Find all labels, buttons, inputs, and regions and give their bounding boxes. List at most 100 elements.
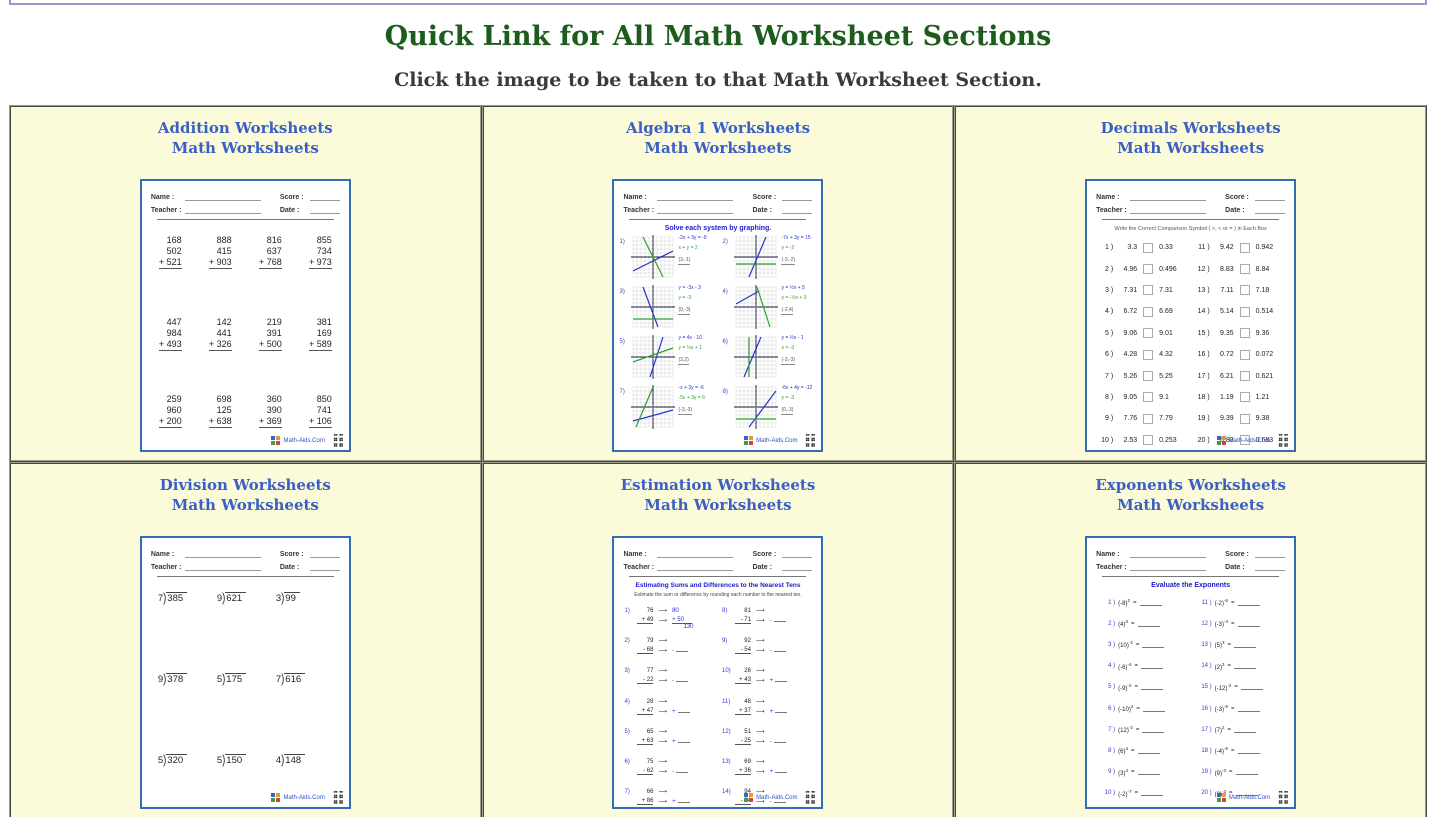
logo-cell (749, 441, 754, 445)
division-bracket: ) (222, 672, 226, 687)
base-with-exponent: (-6)-4 (1118, 661, 1132, 671)
comparison-box (1143, 349, 1154, 360)
exponent: 4 (1125, 746, 1129, 752)
name-line (657, 193, 734, 201)
value-right: 9.01 (1159, 329, 1173, 337)
addition-problem: 381 169 + 589 (309, 317, 332, 351)
addend: 741 (316, 405, 332, 415)
division-problem: 4)148 (276, 753, 335, 768)
equals-sign: = (1227, 726, 1232, 733)
problem-number: 6 ) (1108, 705, 1116, 712)
teacher-label: Teacher : (623, 207, 655, 214)
equals-sign: = (1135, 641, 1140, 648)
logo-cell (276, 436, 281, 440)
card-decimals: Decimals Worksheets Math Worksheets Name :… (954, 105, 1427, 462)
comparison-box (1143, 285, 1154, 296)
problem-number: 19 ) (1201, 769, 1212, 776)
answer-blank: - (770, 798, 790, 805)
problem-top-line: 7) 66 ⟶ (624, 785, 722, 795)
addend-last: + 903 (208, 257, 232, 269)
problem-number: 13 ) (1201, 641, 1212, 648)
brand-label: Math-Aids.Com (1228, 794, 1271, 801)
round-arrow-icon: ⟶ (755, 789, 765, 796)
value-right: 0.621 (1255, 372, 1274, 380)
logo-cell (276, 798, 281, 802)
division-worksheet-preview[interactable]: Name : Score : Teacher : Date :7)385 9)621 3)… (139, 536, 351, 809)
worksheet-footer: Math-Aids.Com (744, 791, 817, 804)
value-right: 0.942 (1255, 244, 1274, 252)
answer-blank (1141, 684, 1164, 691)
score-label: Score : (279, 551, 304, 558)
answer-blank (1234, 642, 1257, 648)
answer-value: (0,-3) (781, 407, 794, 415)
exponent: -5 (1224, 704, 1229, 710)
problem-number: 2 ) (1104, 265, 1114, 273)
answer-blank: + (672, 738, 692, 745)
rounded-top: 80 (672, 608, 679, 614)
exponents-problem: 8 ) (6)4 = (1097, 746, 1194, 755)
exponents-worksheet-preview[interactable]: Name : Score : Teacher : Date : Evaluate the… (1085, 536, 1297, 809)
problem-top-line: 8) 81 ⟶ (722, 604, 820, 614)
card-addition: Addition Worksheets Math Worksheets Name :… (9, 105, 482, 462)
problem-top-line: 14) 94 ⟶ (722, 785, 820, 795)
estimation-problem: 8) 81 ⟶ - 71 ⟶ - (722, 604, 820, 634)
exponent: -2 (1227, 682, 1232, 688)
addend-sum-line: + 200 (158, 416, 182, 428)
top-number: 69 (744, 758, 751, 765)
equation-1: -2x + 3y = -9 (678, 235, 707, 241)
problem-top-line: 4) 28 ⟶ (624, 695, 722, 705)
card-estimation: Estimation Worksheets Math Worksheets Name… (481, 462, 955, 817)
round-arrow-icon: ⟶ (658, 789, 668, 796)
exponents-problem: 16 ) (-3)-5 = (1194, 704, 1291, 713)
division-bracket: ) (163, 672, 167, 687)
card-title-link-algebra[interactable]: Algebra 1 Worksheets Math Worksheets (484, 107, 953, 158)
base-with-exponent: (-9)-2 (1118, 682, 1132, 692)
algebra-problem: 3) y = -3x - 3 y = -3 (0,-3) (619, 285, 722, 329)
base-with-exponent: (10)-2 (1118, 640, 1133, 650)
top-number: 94 (735, 789, 751, 795)
addition-worksheet-preview[interactable]: Name : Score : Teacher : Date : 168 502 + 521 8… (139, 179, 351, 452)
worksheet-header-row: Name : Score : (623, 545, 813, 558)
base-with-exponent: (3)4 (1118, 767, 1129, 777)
card-title-link-exponents[interactable]: Exponents Worksheets Math Worksheets (956, 464, 1425, 515)
card-title-link-decimals[interactable]: Decimals Worksheets Math Worksheets (956, 107, 1425, 158)
algebra-problem-grid: 1) -2x + 3y = -9 x + y = 2 (3,-1) 2) -7x + 3y… (614, 232, 821, 429)
decimals-problem: 4 ) 6.72 6.69 (1095, 301, 1192, 322)
round-arrow-icon: ⟶ (658, 738, 668, 745)
teacher-label: Teacher : (623, 564, 655, 571)
problem-top-line: 5) 65 ⟶ (624, 725, 722, 735)
division-problem: 9)378 (158, 672, 217, 687)
estimation-problem: 2) 79 ⟶ - 68 ⟶ - (624, 634, 722, 664)
equation-1: -6x + 4y = -12 (781, 385, 813, 391)
blank-line (676, 768, 689, 773)
answer-blank: + (770, 768, 790, 775)
algebra-worksheet-preview[interactable]: Name : Score : Teacher : Date : Solve each s… (612, 179, 824, 452)
equations: -6x + 4y = -12 y = -3 (0,-3) (781, 385, 825, 429)
problem-number: 5) (619, 339, 625, 345)
decimals-problem: 2 ) 4.96 0.496 (1095, 258, 1192, 279)
decimals-worksheet-preview[interactable]: Name : Score : Teacher : Date : Write the Co… (1085, 179, 1297, 452)
round-arrow-icon: ⟶ (658, 678, 668, 685)
round-arrow-icon: ⟶ (658, 618, 668, 624)
system-graph (734, 285, 779, 329)
problem-bottom-line: - 71 ⟶ - (722, 614, 820, 624)
card-title-link-addition[interactable]: Addition Worksheets Math Worksheets (11, 107, 480, 158)
equation-2: x = -3 (781, 345, 795, 351)
problem-bottom-line: + 63 ⟶ + (624, 735, 722, 745)
equation-2: y = -3 (781, 395, 795, 401)
worksheet-body: 168 502 + 521 888 415 + 903 816 637 + 768 855 734 +… (142, 235, 349, 428)
problem-number: 4) (722, 289, 728, 295)
exponents-problem: 14 ) (2)3 = (1194, 662, 1291, 671)
estimation-worksheet-preview[interactable]: Name : Score : Teacher : Date : Estimating S… (612, 536, 824, 809)
comparison-box (1239, 413, 1250, 424)
round-arrow-icon: ⟶ (658, 768, 668, 775)
addend-sum-line: + 326 (208, 339, 232, 351)
bottom-number: - 54 (734, 647, 751, 655)
worksheet-header: Name : Score : Teacher : Date : (1087, 538, 1294, 577)
card-title-link-division[interactable]: Division Worksheets Math Worksheets (11, 464, 480, 515)
addend: 698 (216, 394, 232, 404)
header-divider (156, 576, 334, 577)
card-title-link-estimation[interactable]: Estimation Worksheets Math Worksheets (484, 464, 953, 515)
teacher-line (657, 206, 734, 214)
decimals-problem: 17 ) 6.21 0.621 (1192, 365, 1289, 386)
